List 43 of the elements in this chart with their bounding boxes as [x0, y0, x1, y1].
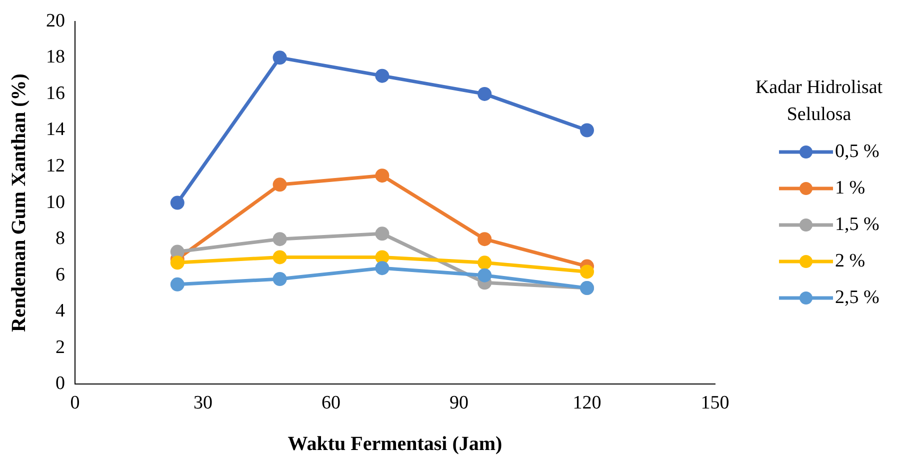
- point: [375, 261, 390, 276]
- legend-label: 0,5 %: [835, 140, 880, 162]
- x-tick-label: 30: [194, 392, 212, 414]
- y-tick-label: 14: [46, 119, 66, 140]
- y-tick-label: 20: [46, 10, 65, 32]
- x-tick-label: 0: [70, 392, 80, 414]
- point: [375, 168, 390, 183]
- legend-label: 1,5 %: [835, 214, 880, 235]
- point: [272, 178, 287, 192]
- x-tick-label: 120: [572, 392, 602, 414]
- y-tick-label: 4: [56, 300, 66, 322]
- point: [375, 68, 390, 83]
- point: [170, 256, 184, 270]
- y-tick-label: 18: [46, 46, 65, 68]
- x-tick-label: 150: [700, 392, 730, 414]
- point: [478, 232, 492, 246]
- y-tick-label: 2: [56, 336, 65, 358]
- point: [272, 250, 287, 264]
- y-tick-label: 16: [46, 82, 65, 104]
- legend-label: 2,5 %: [835, 286, 880, 308]
- point: [580, 123, 594, 138]
- point: [272, 232, 287, 246]
- point: [478, 256, 492, 270]
- x-tick-label: 90: [450, 392, 468, 414]
- y-tick-label: 0: [56, 373, 65, 394]
- point: [170, 196, 184, 210]
- y-tick-label: 8: [56, 228, 65, 250]
- point: [272, 272, 287, 286]
- y-axis-title: Rendeman Gum Xanthan (%): [8, 74, 30, 332]
- point: [580, 264, 594, 279]
- y-tick-label: 10: [46, 192, 65, 213]
- point: [478, 86, 492, 101]
- point: [170, 277, 184, 292]
- legend-label: 1 %: [835, 177, 866, 198]
- legend-label: 2 %: [835, 250, 866, 272]
- legend-title: Kadar Hidrolisat Selulosa: [755, 76, 884, 125]
- point: [478, 268, 492, 282]
- x-axis-title: Waktu Fermentasi (Jam): [288, 433, 502, 456]
- x-tick-label: 60: [322, 392, 340, 414]
- y-tick-label: 6: [56, 264, 65, 286]
- y-tick-label: 12: [46, 156, 65, 177]
- point: [375, 226, 390, 241]
- point: [272, 50, 287, 65]
